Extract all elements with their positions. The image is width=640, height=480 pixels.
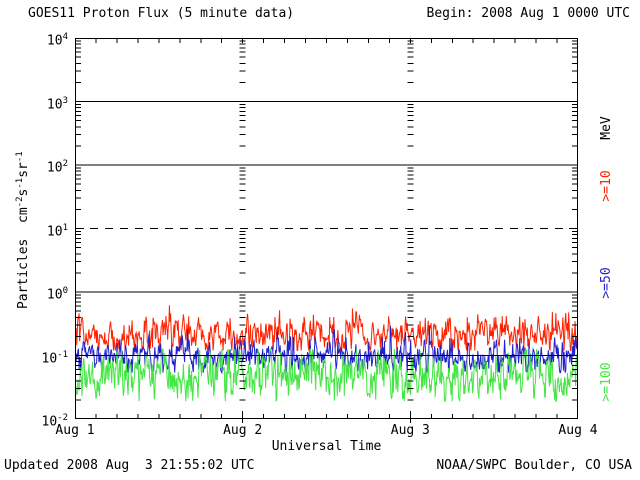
x-tick-label: Aug 1 [55,423,95,438]
x-tick-label: Aug 2 [223,423,263,438]
credit-label: NOAA/SWPC Boulder, CO USA [436,458,632,473]
y-tick-label: 10-1 [41,349,69,366]
y-tick-label: 102 [46,159,68,176]
x-tick-label: Aug 3 [390,423,430,438]
x-tick-label: Aug 4 [558,423,598,438]
series-50-trace [75,325,578,375]
series-100-trace [75,348,578,402]
y-tick-label: 101 [46,222,68,239]
legend-ge100-label: >=100 [599,362,614,402]
begin-time-label: Begin: 2008 Aug 1 0000 UTC [426,6,631,21]
updated-timestamp: Updated 2008 Aug 3 21:55:02 UTC [4,458,255,473]
y-tick-label: 103 [46,95,68,112]
y-tick-label: 10-2 [41,413,69,430]
chart-title: GOES11 Proton Flux (5 minute data) [28,6,295,21]
plot-area [75,38,578,423]
series-10-trace [75,305,578,352]
x-axis-title: Universal Time [271,439,382,454]
y-tick-label: 104 [46,32,68,49]
y-tick-label: 100 [46,286,68,303]
plot-border [75,38,578,419]
